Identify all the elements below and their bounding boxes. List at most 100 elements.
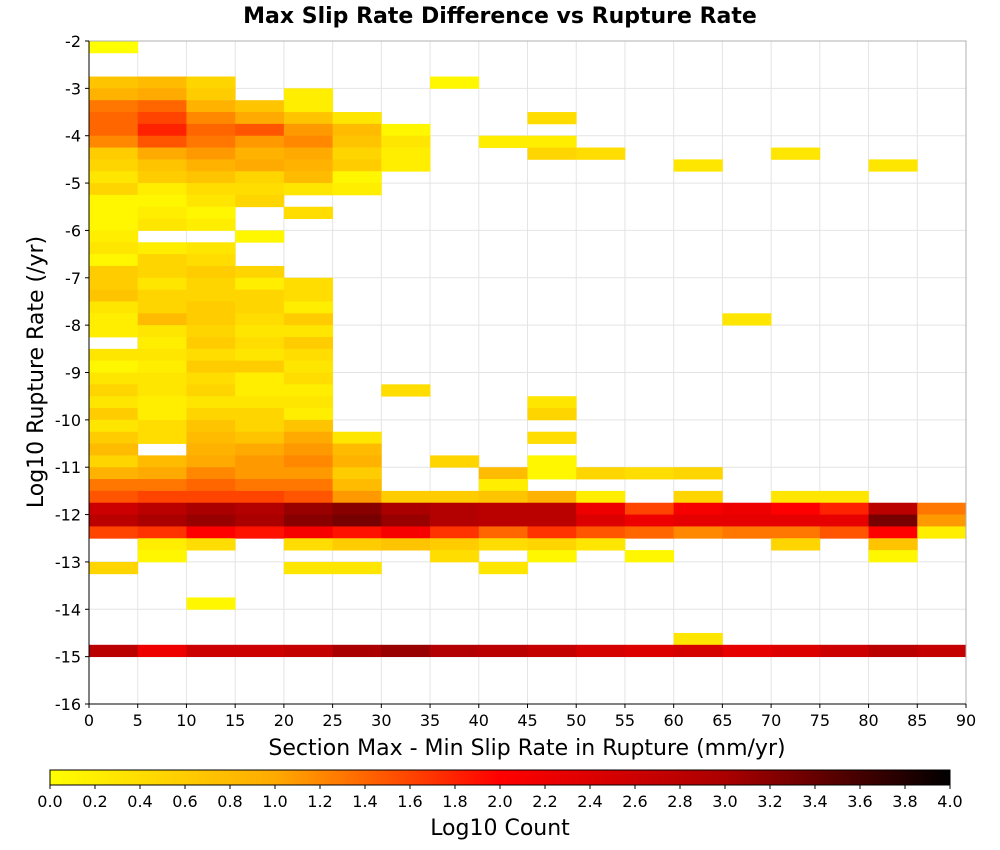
heatmap-cell <box>478 538 528 551</box>
heatmap-cell <box>89 419 139 433</box>
x-tick-label: 60 <box>663 711 683 730</box>
heatmap-cell <box>186 123 236 137</box>
heatmap-cell <box>137 100 187 113</box>
heatmap-cell <box>89 41 139 54</box>
heatmap-cell <box>89 206 139 219</box>
colorbar-tick-label: 0.2 <box>82 792 107 811</box>
heatmap-cell <box>430 526 480 539</box>
heatmap-cell <box>186 171 236 184</box>
heatmap-cell <box>283 159 334 172</box>
heatmap-cell <box>89 88 139 101</box>
heatmap-cell <box>478 490 528 504</box>
heatmap-cell <box>89 408 139 421</box>
heatmap-cell <box>89 254 139 267</box>
heatmap-cell <box>673 644 723 658</box>
heatmap-cell <box>137 88 187 101</box>
heatmap-cell <box>137 502 187 515</box>
heatmap-cell <box>430 490 480 504</box>
heatmap-cell <box>137 479 187 492</box>
heatmap-cell <box>283 384 334 397</box>
heatmap-cell <box>89 360 139 373</box>
colorbar-ticks: 0.0 0.2 0.4 0.6 0.8 1.0 1.2 1.4 1.6 1.8 2.0 2.2 2.4 2… <box>37 785 963 811</box>
heatmap-cell <box>576 147 626 160</box>
heatmap-cell <box>235 100 285 113</box>
x-tick-label: 25 <box>322 711 342 730</box>
heatmap-cell <box>235 123 285 137</box>
heatmap-cell <box>917 502 967 515</box>
heatmap-cell <box>283 313 334 326</box>
heatmap-cell <box>527 396 577 409</box>
heatmap-cell <box>89 514 139 527</box>
heatmap-cell <box>137 159 187 172</box>
heatmap-cell <box>381 502 431 515</box>
heatmap-cell <box>771 538 821 551</box>
heatmap-cell <box>868 514 918 527</box>
x-tick-label: 15 <box>225 711 245 730</box>
heatmap-cell <box>137 218 187 231</box>
heatmap-cell <box>137 171 187 184</box>
heatmap-cell <box>186 277 236 291</box>
heatmap-cell <box>137 455 187 468</box>
colorbar-tick-label: 2.0 <box>487 792 512 811</box>
heatmap-cell <box>89 396 139 409</box>
heatmap-cell <box>186 112 236 125</box>
colorbar-tick-label: 0.6 <box>172 792 197 811</box>
x-tick-label: 75 <box>810 711 830 730</box>
heatmap-cell <box>235 360 285 373</box>
heatmap-cell <box>283 396 334 409</box>
heatmap-cell <box>235 348 285 362</box>
heatmap-cell <box>235 467 285 480</box>
heatmap-cell <box>186 502 236 515</box>
x-tick-label: 45 <box>517 711 537 730</box>
heatmap-cell <box>89 218 139 231</box>
y-tick-label: -14 <box>55 600 81 619</box>
heatmap-cell <box>381 644 431 658</box>
heatmap-cell <box>186 360 236 373</box>
heatmap-cell <box>186 206 236 219</box>
x-tick-label: 35 <box>420 711 440 730</box>
heatmap-cell <box>137 325 187 338</box>
heatmap-cell <box>283 88 334 101</box>
heatmap-cell <box>381 490 431 504</box>
heatmap-cell <box>89 325 139 338</box>
heatmap-cell <box>137 242 187 255</box>
heatmap-cell <box>186 218 236 231</box>
heatmap-cell <box>235 644 285 658</box>
heatmap-cell <box>576 538 626 551</box>
heatmap-cell <box>235 479 285 492</box>
heatmap-cell <box>283 644 334 658</box>
heatmap-cell <box>235 301 285 314</box>
heatmap-cell <box>137 467 187 480</box>
heatmap-cell <box>186 336 236 350</box>
heatmap-cell <box>186 408 236 421</box>
heatmap-cell <box>722 644 772 658</box>
heatmap-cell <box>624 550 675 563</box>
colorbar-tick-label: 1.4 <box>352 792 377 811</box>
heatmap-cell <box>89 76 139 89</box>
heatmap-cell <box>235 183 285 196</box>
heatmap-cell <box>527 550 577 563</box>
heatmap-cell <box>527 408 577 421</box>
heatmap-cell <box>89 194 139 208</box>
heatmap-cell <box>137 289 187 302</box>
heatmap-cell <box>527 431 577 444</box>
heatmap-cell <box>89 112 139 125</box>
heatmap-cell <box>186 526 236 539</box>
x-tick-label: 30 <box>371 711 391 730</box>
heatmap-cell <box>89 467 139 480</box>
heatmap-cell <box>89 135 139 148</box>
heatmap-cell <box>332 431 382 444</box>
heatmap-cell <box>527 490 577 504</box>
heatmap-cell <box>868 159 918 172</box>
heatmap-cell <box>527 644 577 658</box>
heatmap-cell <box>186 538 236 551</box>
heatmap-cell <box>137 360 187 373</box>
x-axis-ticks: 0 5 10 15 20 25 30 35 40 45 50 55 60 65 70 75 80 85 90 <box>84 704 976 730</box>
heatmap-cell <box>381 384 431 397</box>
heatmap-cell <box>89 644 139 658</box>
heatmap-cell <box>235 502 285 515</box>
heatmap-cell <box>186 396 236 409</box>
colorbar-tick-label: 1.6 <box>397 792 422 811</box>
x-tick-label: 50 <box>566 711 586 730</box>
heatmap-cell <box>89 230 139 243</box>
